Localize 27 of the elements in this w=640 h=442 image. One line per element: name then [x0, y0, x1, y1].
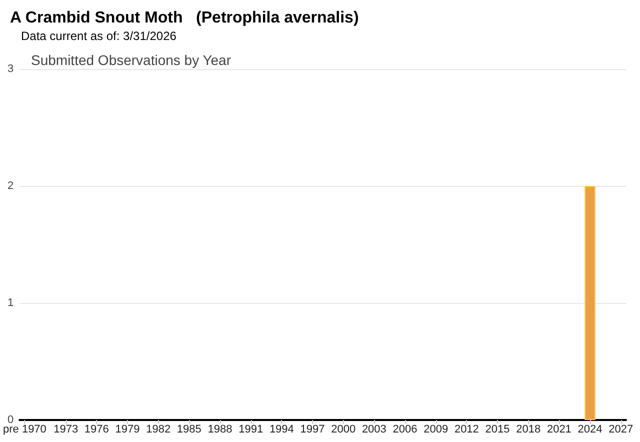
x-tick-label: 1985 — [176, 424, 202, 436]
x-tick-label: 1988 — [208, 424, 232, 436]
x-tick-label: 2024 — [578, 424, 602, 436]
x-tick-label: 2021 — [546, 424, 572, 436]
y-tick-label: 2 — [7, 180, 14, 192]
x-tick-label: 2003 — [362, 424, 386, 436]
x-tick-label: 1973 — [54, 424, 78, 436]
x-tick-label: 1994 — [269, 424, 294, 436]
y-tick-label: 3 — [7, 63, 14, 75]
x-tick-label: 2006 — [392, 424, 418, 436]
x-tick-label: 2027 — [608, 424, 634, 436]
x-tick-label: 2000 — [331, 424, 356, 436]
chart-title: A Crambid Snout Moth (Petrophila avernalis) — [10, 10, 359, 26]
y-tick-label: 1 — [7, 297, 14, 309]
x-tick-label: 1979 — [115, 424, 140, 436]
x-tick-label: 2012 — [454, 424, 479, 436]
x-tick-label: 1982 — [146, 424, 171, 436]
x-tick-label: 1991 — [238, 424, 264, 436]
x-tick-label: 1997 — [300, 424, 325, 436]
x-tick-label: 2009 — [424, 424, 448, 436]
x-tick-label: 2018 — [516, 424, 541, 436]
y-tick-label: 0 — [7, 414, 14, 426]
x-tick-label: 2015 — [485, 424, 510, 436]
chart-subtitle: Data current as of: 3/31/2026 — [21, 29, 177, 43]
text: Submitted Observations by Year — [31, 52, 232, 68]
x-tick-label: pre 1970 — [2, 424, 46, 436]
x-tick-label: 1976 — [84, 424, 109, 436]
